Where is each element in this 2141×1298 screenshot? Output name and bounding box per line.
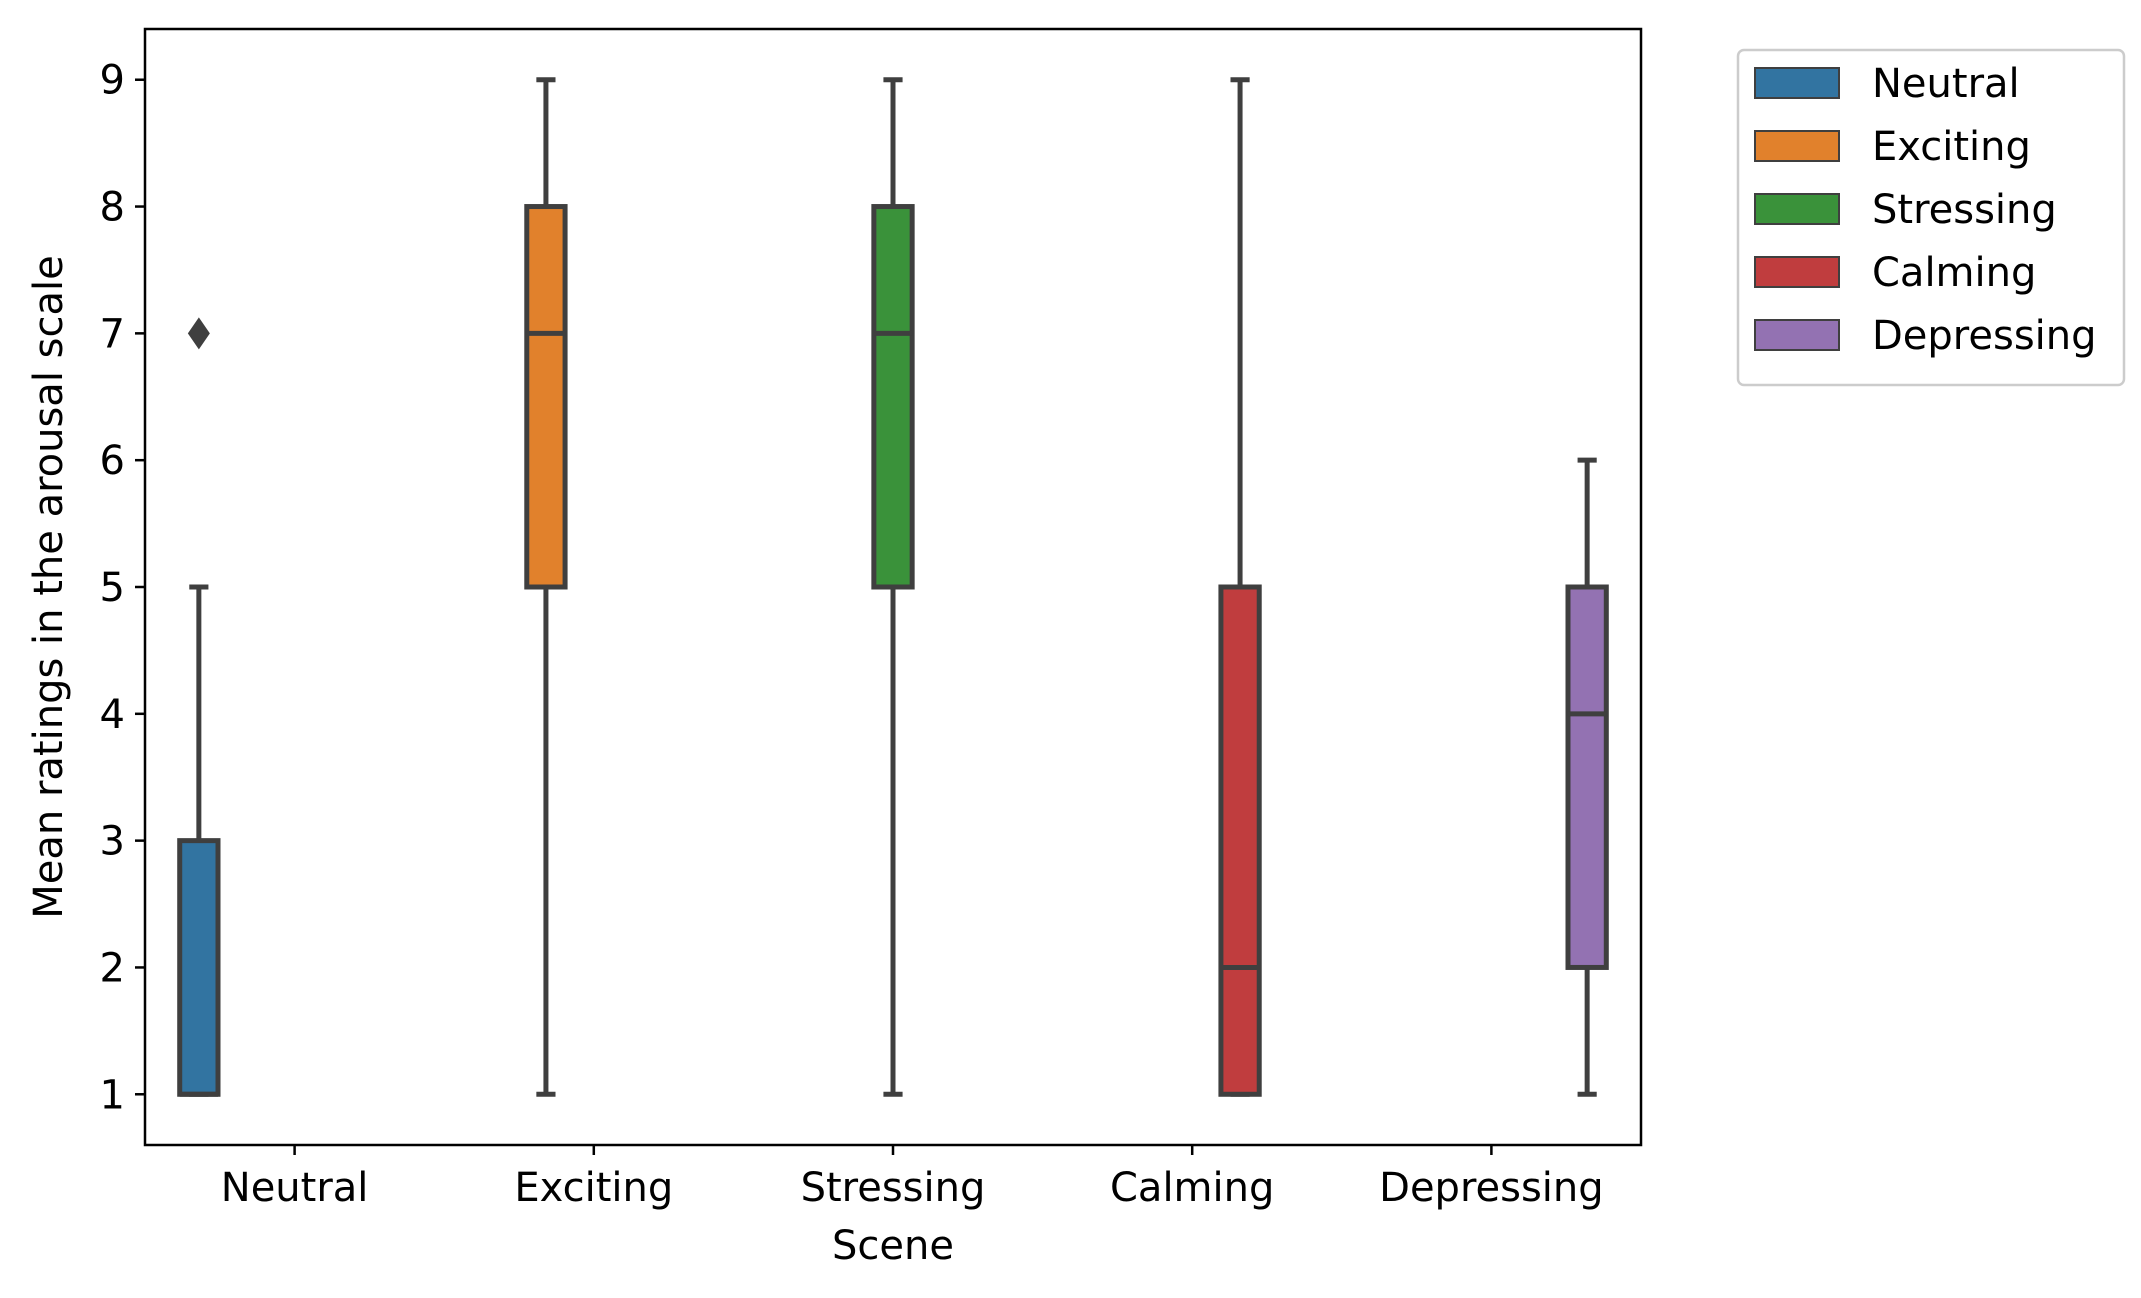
x-axis-title: Scene [832,1223,954,1269]
y-tick-label: 4 [100,692,125,738]
legend-label: Exciting [1872,124,2031,170]
legend-label: Neutral [1872,61,2020,107]
outlier-point [187,317,210,350]
y-tick-label: 9 [100,58,125,104]
y-axis: 1 2 3 4 5 6 7 8 9 [100,58,145,1118]
box-calming [1218,77,1262,1097]
boxes-layer [177,77,1609,1097]
y-tick-label: 5 [100,565,125,611]
y-tick-label: 7 [100,311,125,357]
legend-swatch [1754,256,1840,288]
x-tick-label: Depressing [1379,1165,1604,1211]
y-tick-label: 6 [100,438,125,484]
box-exciting [524,77,568,1097]
legend-swatch [1754,193,1840,225]
x-tick-label: Calming [1110,1165,1274,1211]
legend-label: Depressing [1872,313,2097,359]
legend-swatch [1754,130,1840,162]
x-tick-label: Stressing [801,1165,986,1211]
y-tick-label: 8 [100,185,125,231]
y-tick-label: 2 [100,945,125,991]
legend-swatch [1754,319,1840,351]
iqr-box [1218,584,1262,1097]
legend-label: Calming [1872,250,2036,296]
iqr-box [871,204,915,590]
legend-label: Stressing [1872,187,2057,233]
y-axis-title: Mean ratings in the arousal scale [26,255,72,918]
x-axis: Neutral Exciting Stressing Calming Depressin… [221,1145,1604,1211]
box-stressing [871,77,915,1097]
y-tick-label: 1 [100,1072,125,1118]
box-depressing [1565,457,1609,1097]
x-tick-label: Neutral [221,1165,369,1211]
iqr-box [524,204,568,590]
box-neutral [177,317,221,1097]
legend: Neutral Exciting Stressing Calming Depressin… [1736,48,2126,387]
y-tick-label: 3 [100,819,125,865]
iqr-box [177,838,221,1097]
legend-swatch [1754,67,1840,99]
iqr-box [1565,584,1609,970]
x-tick-label: Exciting [514,1165,673,1211]
